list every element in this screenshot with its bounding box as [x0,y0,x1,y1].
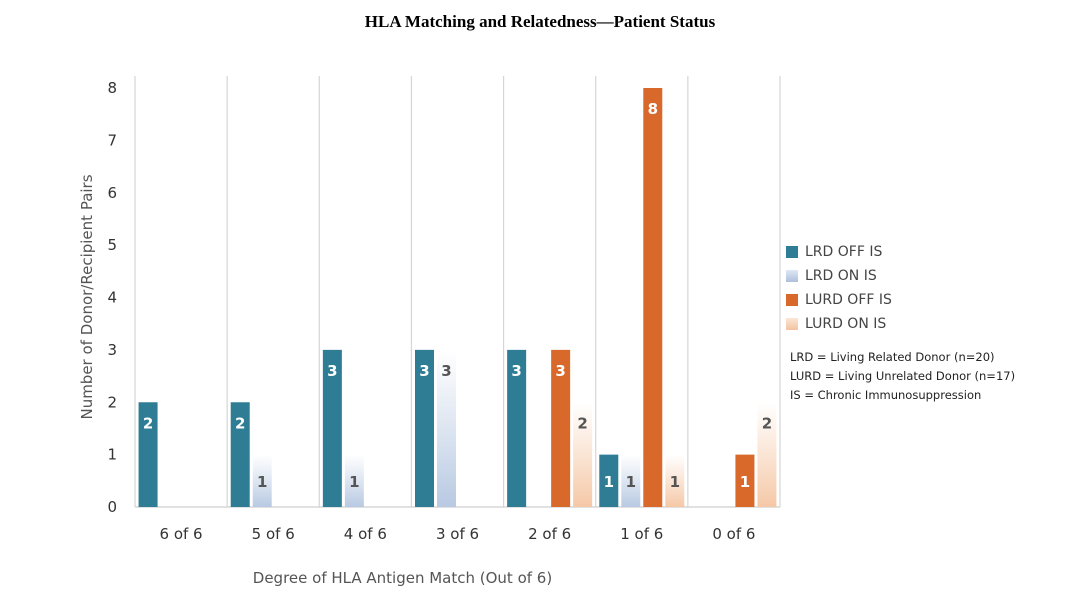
bar [551,349,571,507]
bar [735,454,755,507]
data-label: 2 [235,414,245,432]
x-tick-label: 1 of 6 [620,525,663,543]
data-label: 3 [555,362,565,380]
legend-notes: LRD = Living Related Donor (n=20) LURD =… [790,348,1015,405]
bar [437,349,456,507]
legend-label: LURD ON IS [805,316,887,332]
data-label: 3 [419,362,429,380]
bar [621,454,641,507]
y-tick-label: 1 [107,446,117,464]
y-axis-title: Number of Donor/Recipient Pairs [78,174,96,419]
note-line: LRD = Living Related Donor (n=20) [790,350,995,364]
chart-title: HLA Matching and Relatedness—Patient Sta… [364,12,716,31]
bar [757,402,777,507]
bar [344,454,364,507]
note-line: IS = Chronic Immunosuppression [790,388,982,402]
legend-item: LURD ON IS [786,312,892,336]
x-tick-label: 6 of 6 [160,525,203,543]
data-label: 1 [740,473,750,491]
legend-swatch [786,294,798,306]
y-tick-label: 6 [107,184,117,202]
data-label: 3 [441,362,451,380]
data-label: 1 [604,473,614,491]
x-tick-label: 0 of 6 [712,525,755,543]
bar [252,454,272,507]
legend-swatch [786,318,798,330]
x-tick-label: 2 of 6 [528,525,571,543]
y-tick-label: 8 [107,79,117,97]
y-tick-label: 4 [107,289,117,307]
legend-swatch [786,270,798,282]
x-axis-title: Degree of HLA Antigen Match (Out of 6) [253,569,552,587]
data-label: 2 [577,414,587,432]
data-label: 3 [327,362,337,380]
bar [507,349,527,507]
bar [138,402,158,507]
legend: LRD OFF IS LRD ON IS LURD OFF IS LURD ON… [786,240,892,336]
x-tick-label: 5 of 6 [252,525,295,543]
y-tick-label: 5 [107,236,117,254]
note-line: LURD = Living Unrelated Donor (n=17) [790,369,1016,383]
data-label: 1 [257,473,267,491]
legend-label: LRD ON IS [805,268,877,284]
bar [322,349,342,507]
x-tick-label: 4 of 6 [344,525,387,543]
data-label: 2 [762,414,772,432]
y-tick-label: 2 [107,393,117,411]
legend-label: LRD OFF IS [805,244,883,260]
bar [599,454,619,507]
data-label: 3 [511,362,521,380]
bar [230,402,250,507]
bar [415,349,434,507]
y-tick-label: 7 [107,131,117,149]
data-label: 1 [626,473,636,491]
legend-item: LRD OFF IS [786,240,892,264]
bar [643,88,663,507]
data-label: 1 [670,473,680,491]
bar [665,454,685,507]
legend-item: LURD OFF IS [786,288,892,312]
data-label: 8 [648,100,658,118]
x-tick-label: 3 of 6 [436,525,479,543]
data-label: 1 [349,473,359,491]
legend-label: LURD OFF IS [805,292,892,308]
y-tick-label: 3 [107,341,117,359]
data-label: 2 [143,414,153,432]
legend-swatch [786,246,798,258]
bar [573,402,593,507]
legend-item: LRD ON IS [786,264,892,288]
y-tick-label: 0 [107,498,117,516]
